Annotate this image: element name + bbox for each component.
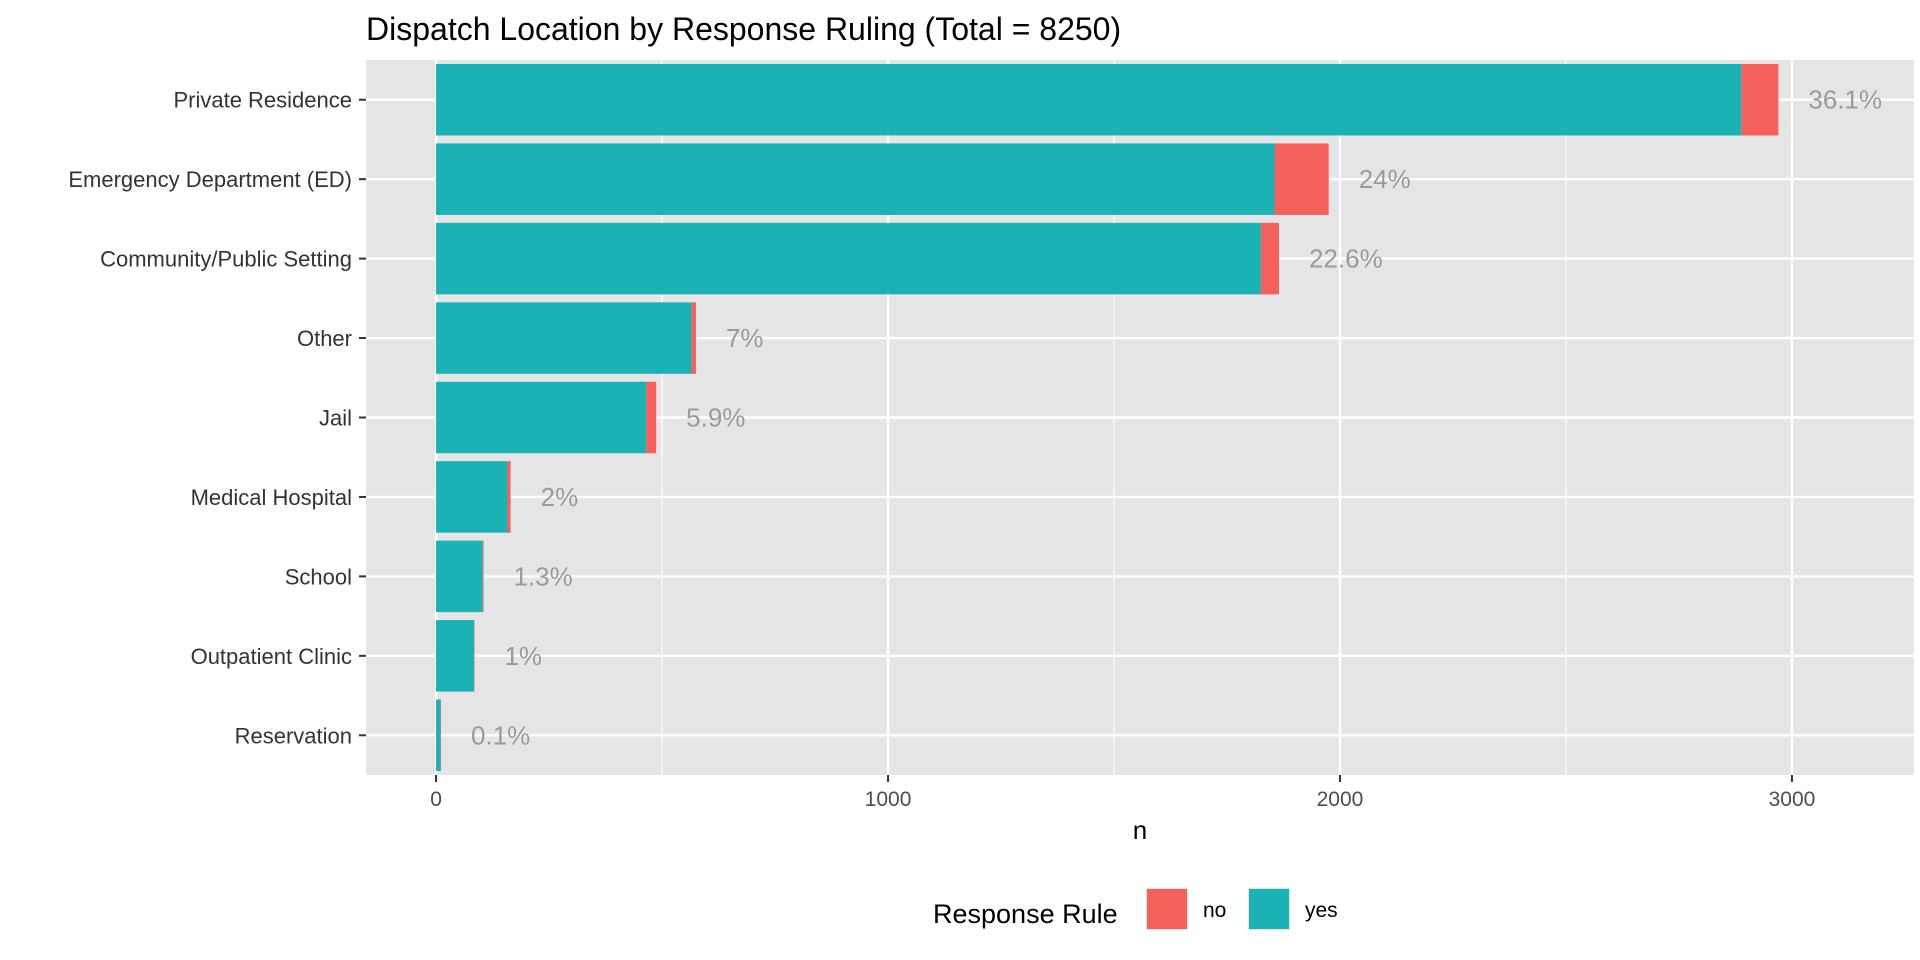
data-label: 36.1%	[1808, 85, 1882, 115]
legend-items: no yes	[1146, 888, 1338, 930]
bar-no	[691, 302, 696, 374]
y-tick-label: Outpatient Clinic	[191, 644, 352, 669]
legend-label-yes: yes	[1305, 899, 1338, 922]
y-tick-label: Private Residence	[173, 88, 352, 113]
x-tick-label: 1000	[865, 788, 912, 811]
y-axis: Private Residence Emergency Department (E…	[68, 88, 366, 748]
bar-no	[507, 461, 511, 533]
bar-yes	[436, 540, 483, 613]
y-tick-label: Medical Hospital	[191, 485, 352, 510]
x-axis-title: n	[1133, 815, 1147, 845]
bar-no	[1741, 63, 1779, 136]
bar-yes	[436, 143, 1275, 215]
y-tick-label: Community/Public Setting	[100, 247, 352, 272]
bar-yes	[436, 620, 475, 692]
x-axis: 0 1000 2000 3000	[430, 775, 1815, 811]
data-label: 0.1%	[471, 720, 530, 750]
bar-yes	[436, 381, 647, 454]
y-tick-label: School	[285, 564, 352, 589]
data-label: 7%	[726, 323, 764, 353]
bar-yes	[436, 699, 441, 772]
bar-no	[1274, 143, 1329, 215]
data-labels: 36.1% 24% 22.6% 7% 5.9% 2% 1.3% 1% 0.1%	[471, 85, 1882, 751]
bar-yes	[436, 222, 1261, 295]
y-tick-label: Jail	[319, 406, 352, 431]
data-label: 22.6%	[1309, 244, 1383, 274]
legend-label-no: no	[1203, 899, 1226, 922]
data-label: 2%	[541, 482, 579, 512]
bar-no	[646, 381, 657, 454]
legend-title: Response Rule	[933, 899, 1118, 929]
y-tick-label: Emergency Department (ED)	[68, 167, 352, 192]
data-label: 1%	[504, 641, 542, 671]
bar-no	[482, 540, 484, 613]
legend: Response Rule no yes	[933, 888, 1338, 930]
bar-yes	[436, 302, 692, 374]
legend-key-yes	[1249, 889, 1289, 929]
y-tick-label: Reservation	[235, 723, 352, 748]
bar-yes	[436, 461, 508, 533]
data-label: 1.3%	[514, 561, 573, 591]
bar-no	[1260, 222, 1279, 295]
chart-title: Dispatch Location by Response Ruling (To…	[366, 11, 1121, 47]
x-tick-label: 0	[430, 788, 442, 811]
x-tick-label: 2000	[1317, 788, 1364, 811]
data-label: 24%	[1359, 164, 1411, 194]
data-label: 5.9%	[686, 403, 745, 433]
x-tick-label: 3000	[1769, 788, 1816, 811]
bar-yes	[436, 63, 1742, 136]
y-tick-label: Other	[297, 326, 352, 351]
legend-key-no	[1147, 889, 1187, 929]
bars	[436, 63, 1779, 772]
